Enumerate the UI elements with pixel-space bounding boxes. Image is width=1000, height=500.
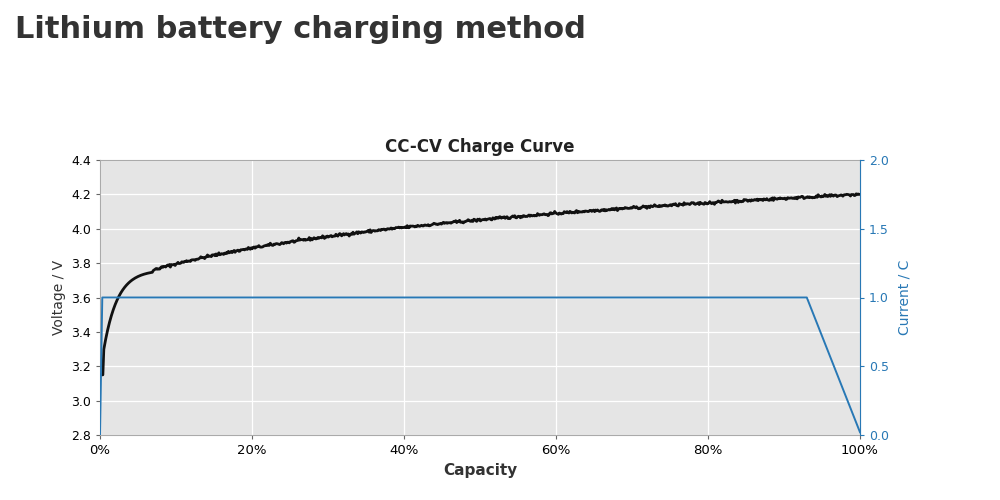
Title: CC-CV Charge Curve: CC-CV Charge Curve [385,138,575,156]
Y-axis label: Voltage / V: Voltage / V [52,260,66,335]
Text: Lithium battery charging method: Lithium battery charging method [15,15,586,44]
Y-axis label: Current / C: Current / C [897,260,911,335]
X-axis label: Capacity: Capacity [443,462,517,477]
